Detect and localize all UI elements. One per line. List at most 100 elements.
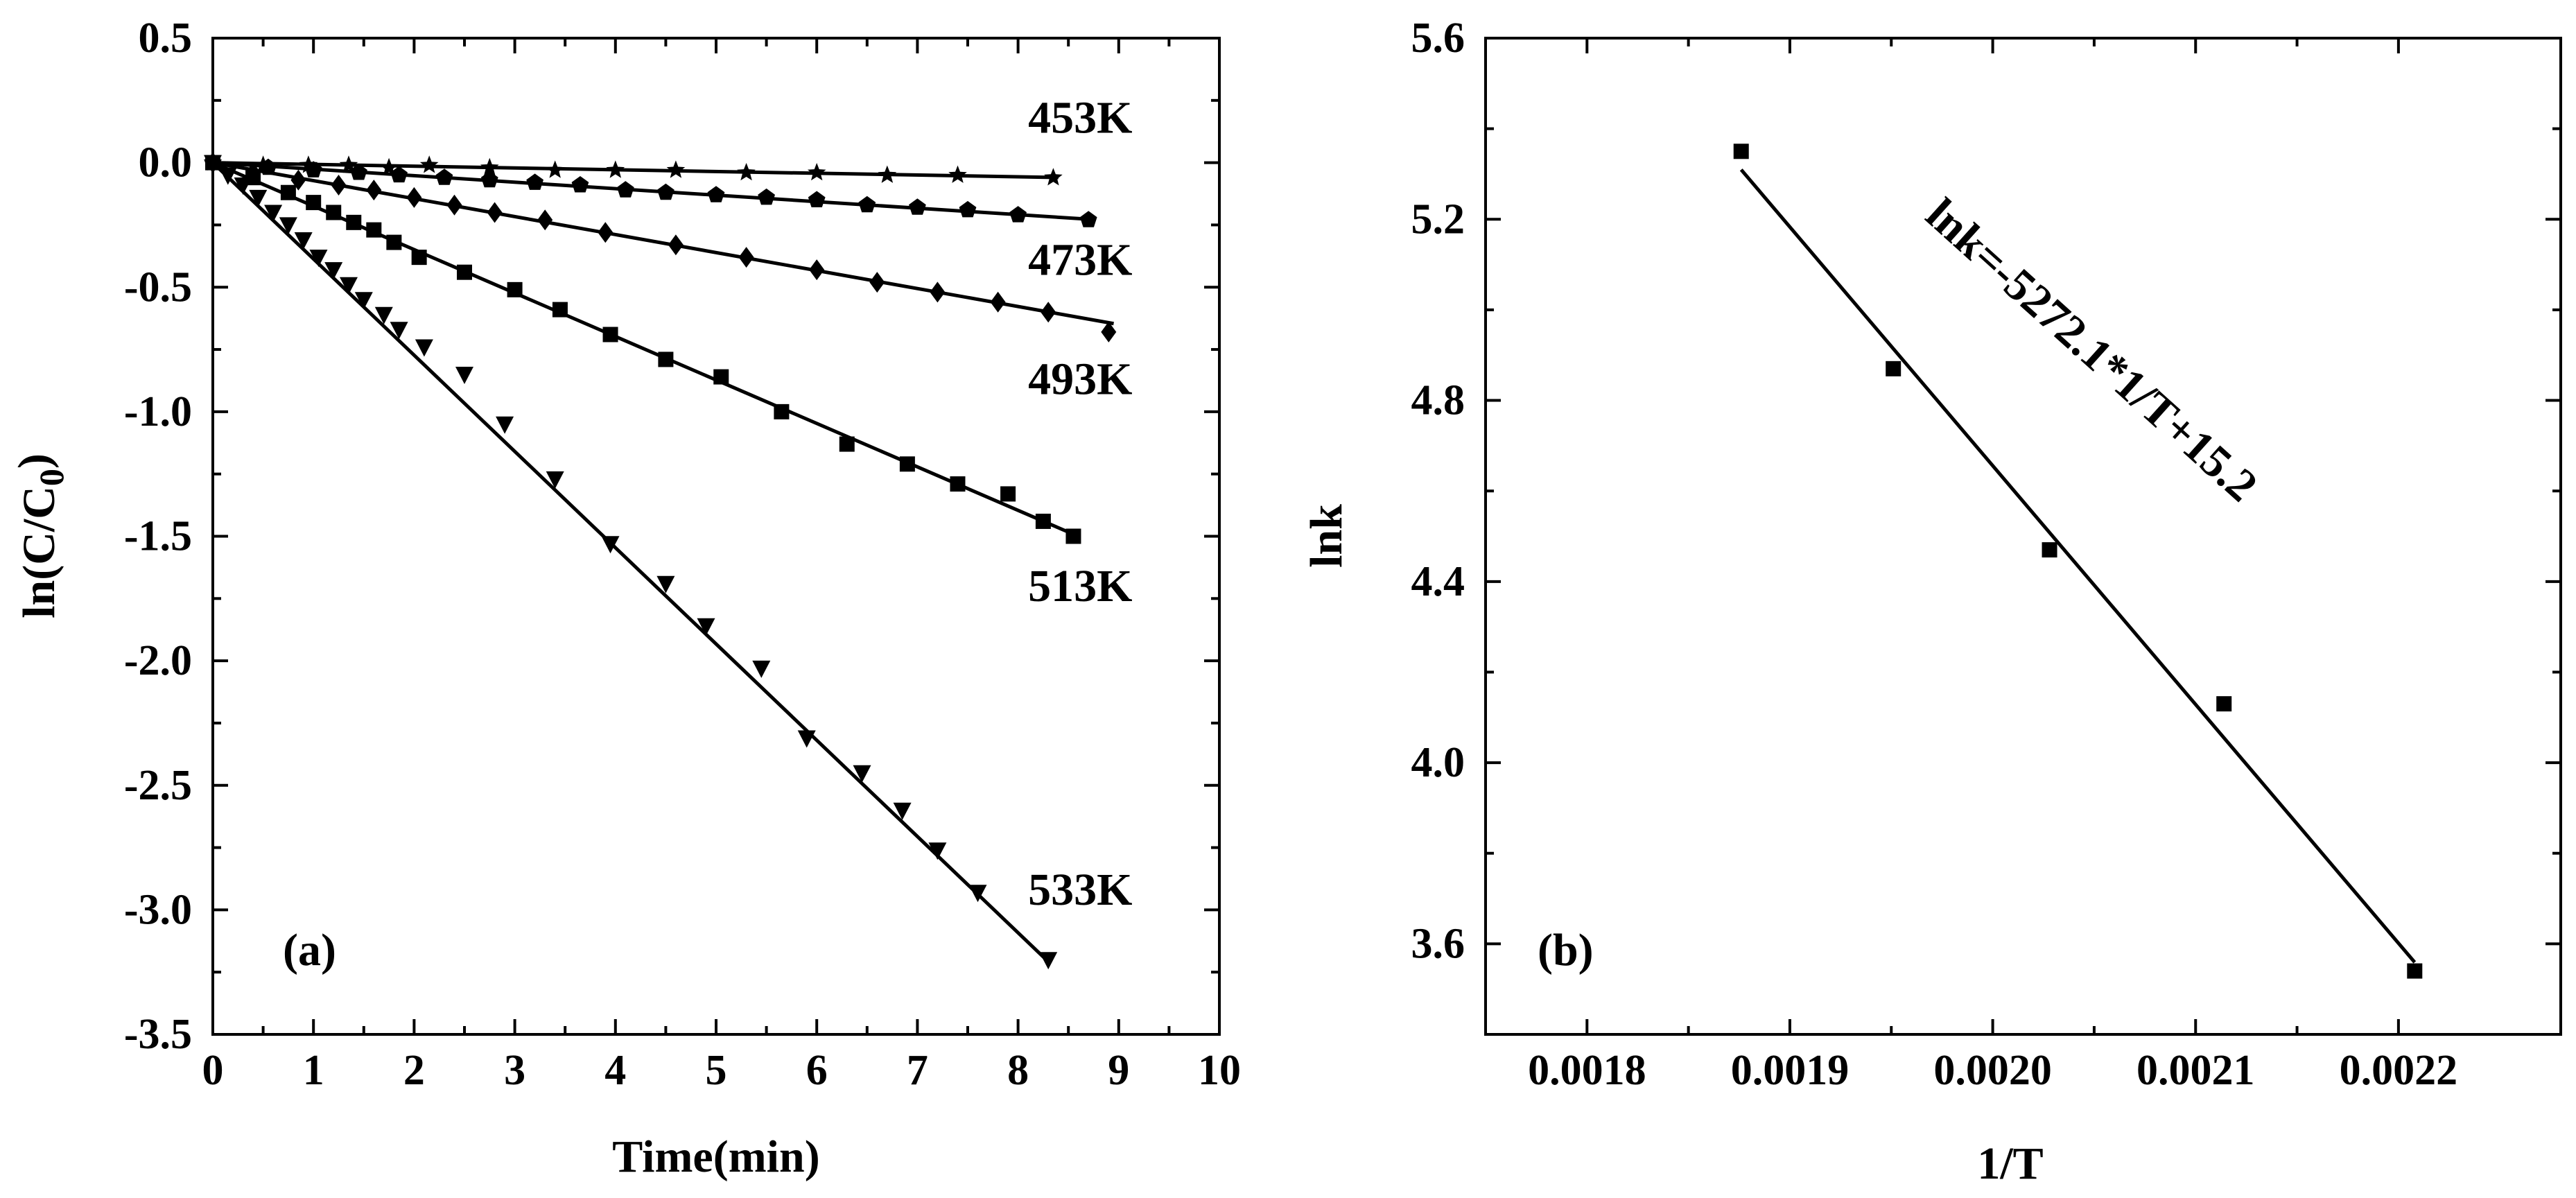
panel-a: 0 1 2 3 4 5 6 7 8 9 10 0.5 0.0 -0.5 -1.0 -1.5 -2.0 -2.5 -3… [9,15,1241,1182]
data-point-473K [808,191,826,207]
data-point-533K [390,322,408,340]
data-point-493K [1041,302,1056,323]
panel-b-markers [1733,144,2423,979]
data-point-533K [249,189,268,207]
data-point-533K [496,416,514,434]
data-point-493K [366,180,382,201]
panel-b-x-tick-label: 0.0021 [2136,1047,2255,1094]
series-label-533K: 533K [1028,865,1132,915]
data-point-493K [668,234,684,256]
panel-a-y-tick-label: 0.0 [139,139,193,186]
panel-b-ticks: 0.0018 0.0019 0.0020 0.0021 0.0022 3.6 4.0 4.4 4… [1411,15,2561,1094]
data-point-473K [435,168,453,185]
panel-b-label: (b) [1538,925,1594,975]
data-point-473K [480,171,498,188]
data-point-513K [950,476,966,492]
data-point-533K [324,262,343,280]
data-point-513K [774,403,790,419]
data-point-473K [571,176,589,193]
fit-line-493K [212,161,1114,326]
series-label-513K: 513K [1028,561,1132,611]
series-label-453K: 453K [1028,93,1132,144]
data-point-533K [294,232,313,250]
panel-b-fit-equation: lnk=-5272.1*1/T+15.2 [1917,189,2267,511]
panel-a-x-tick-label: 2 [403,1047,425,1094]
data-point-453K [480,157,499,176]
data-point-513K [386,234,402,250]
panel-b-x-axis-title: 1/T [1977,1138,2043,1189]
data-point-453K [419,155,439,173]
data-point-473K [909,198,926,215]
data-point-493K [1101,321,1117,342]
data-point-493K [598,222,613,243]
data-point-453K [878,165,897,183]
data-point-493K [537,209,553,231]
data-point-453K [948,165,967,183]
data-point-473K [617,181,634,198]
data-point-513K [507,281,523,297]
series-label-473K: 473K [1028,234,1132,285]
data-point-533K [1039,952,1058,970]
data-point-493K [487,202,503,223]
data-point-513K [411,250,427,266]
panel-a-x-tick-label: 10 [1198,1047,1241,1094]
data-point-513K [899,456,915,472]
data-point-533K [354,292,373,310]
data-point-533K [893,802,912,820]
data-point-493K [809,259,825,281]
panel-a-x-tick-label: 0 [202,1047,224,1094]
panel-a-y-tick-label: 0.5 [139,15,193,62]
data-point-513K [280,184,296,200]
panel-b-x-tick-label: 0.0018 [1528,1047,1646,1094]
data-point-493K [738,247,754,268]
data-point-473K [1009,206,1027,223]
data-point-533K [928,842,947,860]
data-point-533K [601,536,620,554]
data-point-513K [839,436,855,452]
panel-b-y-tick-label: 3.6 [1411,920,1465,967]
panel-a-x-tick-label: 1 [303,1047,324,1094]
data-point-453K [666,160,686,178]
data-point-533K [309,250,328,268]
data-point-473K [758,188,775,205]
data-point-lnk [2407,963,2423,979]
data-point-533K [264,205,283,223]
data-point-533K [853,765,871,783]
panel-a-y-axis-title-close: ) [9,453,60,469]
panel-a-y-tick-label: -1.0 [124,388,192,435]
data-point-533K [797,730,816,748]
data-point-453K [379,157,399,176]
panel-b-y-tick-label: 4.8 [1411,377,1465,424]
data-point-533K [340,277,358,295]
data-point-513K [326,205,342,220]
panel-a-x-tick-label: 3 [504,1047,525,1094]
data-point-473K [959,200,977,218]
panel-a-x-tick-label: 4 [604,1047,626,1094]
panel-a-x-axis-title: Time(min) [612,1131,819,1182]
data-point-533K [279,217,297,235]
data-point-493K [990,291,1006,313]
data-point-513K [306,195,322,211]
data-point-453K [339,155,358,173]
data-point-473K [657,183,675,200]
data-point-493K [930,281,946,303]
panel-a-x-tick-label: 5 [706,1047,727,1094]
panel-a-y-tick-label: -3.0 [124,886,192,933]
panel-a-markers [203,152,1117,970]
data-point-493K [331,175,347,196]
data-point-473K [526,173,543,190]
data-point-473K [390,166,408,183]
data-point-513K [713,369,729,385]
fit-line-arrhenius [1739,168,2417,964]
panel-b-y-tick-label: 5.2 [1411,196,1465,243]
data-point-513K [552,302,568,318]
data-point-473K [259,158,277,175]
panel-b-x-tick-label: 0.0020 [1933,1047,2052,1094]
fit-line-533K [211,161,1050,963]
panel-b-y-axis-title: lnk [1301,504,1352,568]
panel-a-x-tick-label: 6 [806,1047,828,1094]
series-label-493K: 493K [1028,354,1132,405]
data-point-493K [869,272,885,293]
data-point-lnk [1886,361,1901,376]
